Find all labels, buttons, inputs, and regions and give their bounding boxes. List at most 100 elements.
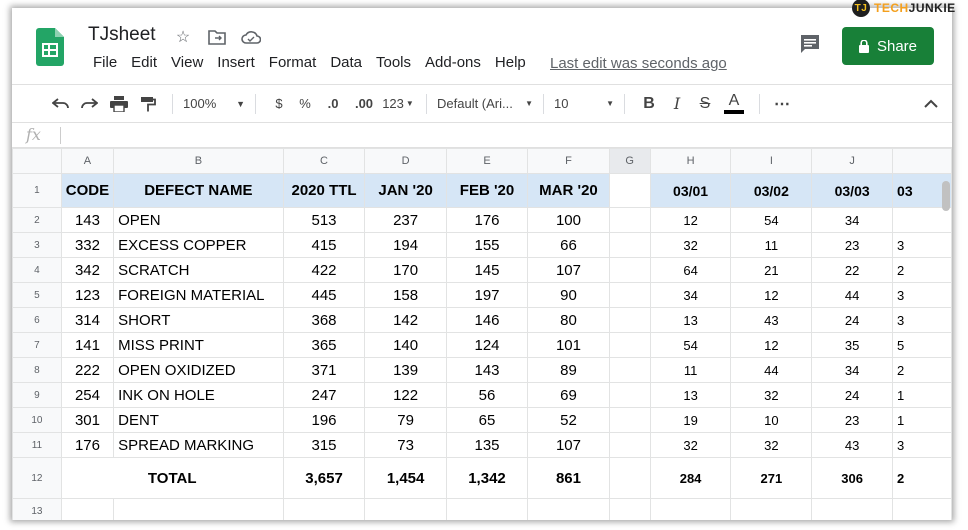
cell[interactable]: 65 (445, 407, 529, 433)
header-cell[interactable]: DEFECT NAME (113, 173, 284, 208)
cell[interactable]: 5 (892, 332, 952, 358)
menu-format[interactable]: Format (268, 54, 317, 71)
column-header-a[interactable]: A (60, 148, 115, 174)
cell[interactable]: 176 (445, 207, 529, 233)
cell[interactable]: 1 (892, 407, 952, 433)
cell[interactable]: 247 (282, 382, 366, 408)
column-header-e[interactable]: E (445, 148, 529, 174)
cell[interactable] (282, 498, 366, 520)
formula-bar[interactable]: fx (12, 122, 952, 148)
cell[interactable] (811, 498, 894, 520)
cell[interactable]: 1 (892, 382, 952, 408)
column-header-g[interactable]: G (608, 148, 651, 174)
row-header[interactable]: 11 (12, 432, 62, 458)
cell[interactable]: 32 (730, 382, 813, 408)
cell[interactable]: 445 (282, 282, 366, 308)
menu-data[interactable]: Data (330, 54, 362, 71)
cell[interactable]: 64 (649, 257, 732, 283)
defect-name-cell[interactable]: SPREAD MARKING (113, 432, 284, 458)
cell[interactable]: 24 (811, 307, 894, 333)
menu-help[interactable]: Help (494, 54, 526, 71)
cell[interactable]: 365 (282, 332, 366, 358)
header-cell[interactable] (608, 173, 651, 208)
cell[interactable] (608, 307, 651, 333)
defect-name-cell[interactable]: FOREIGN MATERIAL (113, 282, 284, 308)
cell[interactable]: 135 (445, 432, 529, 458)
total-cell[interactable]: 284 (649, 457, 732, 499)
row-header[interactable]: 12 (12, 457, 62, 499)
cell[interactable]: 54 (730, 207, 813, 233)
cell[interactable] (608, 332, 651, 358)
cell[interactable]: 170 (364, 257, 447, 283)
row-header[interactable]: 2 (12, 207, 62, 233)
header-cell[interactable]: 03/03 (811, 173, 894, 208)
cell[interactable]: 155 (445, 232, 529, 258)
document-title[interactable]: TJsheet (88, 24, 156, 45)
cell[interactable]: 122 (364, 382, 447, 408)
print-icon[interactable] (104, 90, 134, 118)
cell[interactable]: 342 (60, 257, 115, 283)
header-cell[interactable]: JAN '20 (364, 173, 447, 208)
cell[interactable]: 21 (730, 257, 813, 283)
header-cell[interactable]: CODE (60, 173, 115, 208)
cell[interactable]: 371 (282, 357, 366, 383)
cell[interactable] (892, 498, 952, 520)
cell[interactable]: 314 (60, 307, 115, 333)
undo-icon[interactable] (48, 90, 74, 118)
cell[interactable] (608, 282, 651, 308)
column-header-h[interactable]: H (649, 148, 732, 174)
cell[interactable]: 44 (811, 282, 894, 308)
total-cell[interactable]: 861 (527, 457, 610, 499)
cell[interactable]: 145 (445, 257, 529, 283)
vertical-scrollbar[interactable] (942, 181, 950, 211)
header-cell[interactable]: 03/01 (649, 173, 732, 208)
cell[interactable]: 142 (364, 307, 447, 333)
cell[interactable]: 176 (60, 432, 115, 458)
text-color-icon[interactable]: A (719, 90, 749, 118)
cell[interactable]: 43 (730, 307, 813, 333)
column-header-c[interactable]: C (282, 148, 366, 174)
cell[interactable] (892, 207, 952, 233)
cell[interactable]: 10 (730, 407, 813, 433)
defect-name-cell[interactable]: SCRATCH (113, 257, 284, 283)
cell[interactable]: 101 (527, 332, 610, 358)
cell[interactable] (445, 498, 529, 520)
cell[interactable]: 197 (445, 282, 529, 308)
header-cell[interactable]: 03/02 (730, 173, 813, 208)
cell[interactable]: 332 (60, 232, 115, 258)
defect-name-cell[interactable]: OPEN OXIDIZED (113, 357, 284, 383)
cell[interactable]: 12 (730, 332, 813, 358)
bold-icon[interactable]: B (643, 94, 655, 112)
decrease-decimal-button[interactable]: .0 (327, 96, 339, 111)
menu-addons[interactable]: Add-ons (425, 54, 481, 71)
cell[interactable]: 23 (811, 232, 894, 258)
cell[interactable]: 56 (445, 382, 529, 408)
sheets-logo-icon[interactable] (36, 28, 64, 66)
cell[interactable]: 79 (364, 407, 447, 433)
cell[interactable] (364, 498, 447, 520)
row-header[interactable]: 8 (12, 357, 62, 383)
column-header-b[interactable]: B (113, 148, 284, 174)
cell[interactable]: 44 (730, 357, 813, 383)
cell[interactable]: 107 (527, 257, 610, 283)
cell[interactable]: 222 (60, 357, 115, 383)
cell[interactable]: 11 (649, 357, 732, 383)
collapse-toolbar-icon[interactable] (916, 90, 946, 118)
cell[interactable] (608, 498, 651, 520)
cell[interactable]: 254 (60, 382, 115, 408)
header-cell[interactable]: FEB '20 (445, 173, 529, 208)
total-cell[interactable]: 3,657 (282, 457, 366, 499)
column-header-f[interactable]: F (527, 148, 610, 174)
cell[interactable] (730, 498, 813, 520)
cell[interactable]: 19 (649, 407, 732, 433)
row-header[interactable]: 10 (12, 407, 62, 433)
cell[interactable]: 513 (282, 207, 366, 233)
defect-name-cell[interactable]: INK ON HOLE (113, 382, 284, 408)
more-options-icon[interactable]: ⋯ (774, 95, 790, 113)
cell[interactable]: 22 (811, 257, 894, 283)
percent-format-button[interactable]: % (299, 96, 311, 111)
currency-format-button[interactable]: $ (275, 96, 283, 111)
column-header-k[interactable] (892, 148, 952, 174)
total-cell[interactable]: 306 (811, 457, 894, 499)
select-all-corner[interactable] (12, 148, 62, 174)
